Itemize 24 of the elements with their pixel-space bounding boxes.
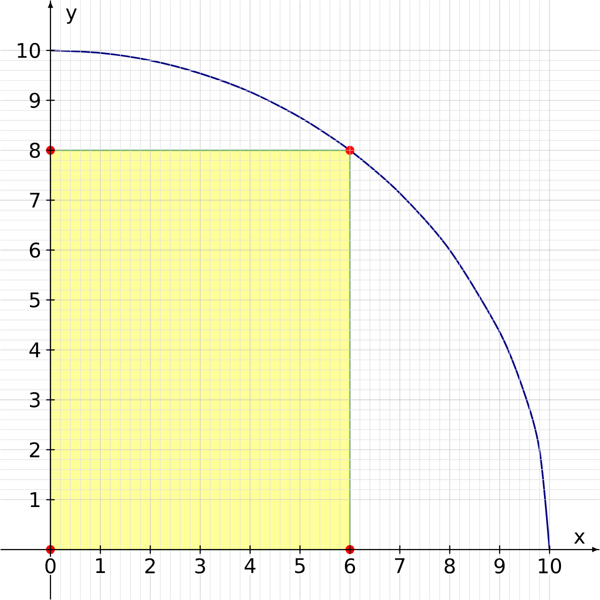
y-tick-label: 10 <box>18 42 40 58</box>
x-tick-label: 9 <box>494 558 505 574</box>
line-series <box>50 50 550 550</box>
x-tick-label: 4 <box>244 558 256 573</box>
y-tick-label: 7 <box>30 192 40 208</box>
x-tick-label: 8 <box>444 558 455 574</box>
x-tick-label: 3 <box>195 558 206 574</box>
y-tick-label: 1 <box>30 492 40 507</box>
x-tick-label: 10 <box>538 558 562 574</box>
x-tick-label: 6 <box>344 558 356 574</box>
y-axis-title: y <box>66 8 77 24</box>
y-tick-label: 9 <box>30 92 40 108</box>
x-axis-title: x <box>574 532 585 544</box>
x-tick-label: 5 <box>295 558 305 574</box>
x-tick-label: 7 <box>395 558 405 573</box>
y-tick-label: 6 <box>30 242 40 258</box>
y-tick-label: 4 <box>29 342 40 358</box>
y-tick-label: 2 <box>30 442 40 458</box>
y-tick-label: 5 <box>30 292 40 308</box>
y-tick-label: 3 <box>30 392 40 408</box>
y-tick-label: 8 <box>30 142 40 158</box>
x-tick-label: 1 <box>96 558 105 573</box>
x-tick-label: 0 <box>45 558 56 574</box>
x-tick-label: 2 <box>145 558 155 574</box>
